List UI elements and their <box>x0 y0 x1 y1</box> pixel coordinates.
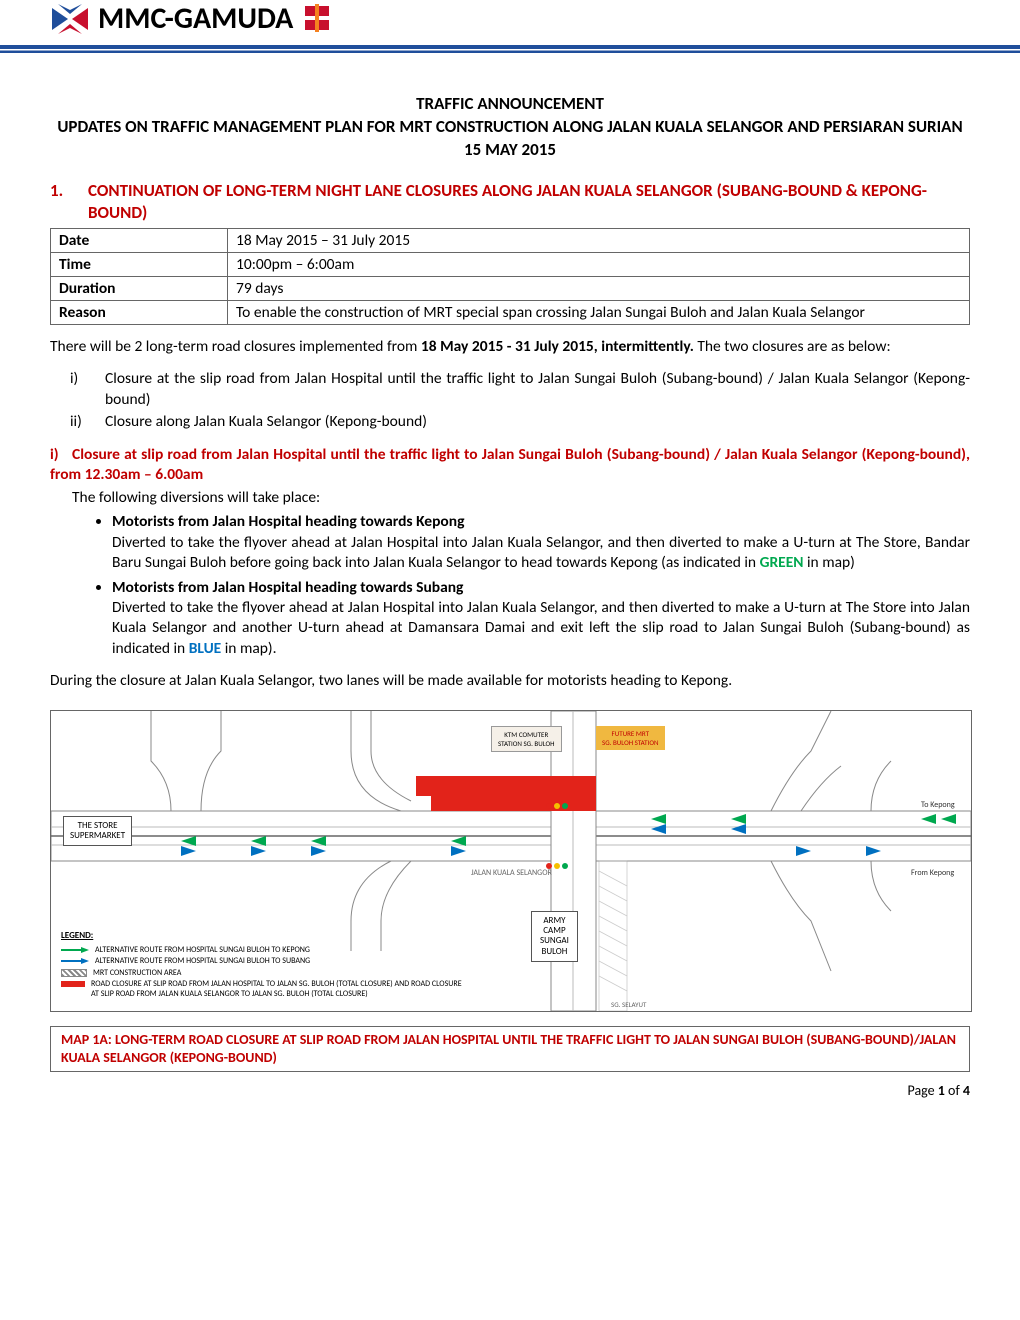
map-caption: MAP 1A: LONG-TERM ROAD CLOSURE AT SLIP R… <box>50 1026 970 1072</box>
reason-label: Reason <box>51 301 228 325</box>
closure-list: i)Closure at the slip road from Jalan Ho… <box>50 369 970 432</box>
company-name: MMC-GAMUDA <box>98 0 293 37</box>
date-value: 18 May 2015 – 31 July 2015 <box>228 229 970 253</box>
svg-text:JALAN KUALA SELANGOR: JALAN KUALA SELANGOR <box>471 868 553 878</box>
ktm-label: KTM COMUTERSTATION SG. BULOH <box>491 726 562 752</box>
subsection-i-heading: i)Closure at slip road from Jalan Hospit… <box>50 445 970 486</box>
diversion-subang: Motorists from Jalan Hospital heading to… <box>112 578 970 660</box>
duration-label: Duration <box>51 277 228 301</box>
store-label: THE STORESUPERMARKET <box>63 816 132 846</box>
diversions-intro: The following diversions will take place… <box>72 488 970 508</box>
legend-blue: ALTERNATIVE ROUTE FROM HOSPITAL SUNGAI B… <box>61 956 471 966</box>
document-title: TRAFFIC ANNOUNCEMENT UPDATES ON TRAFFIC … <box>50 93 970 162</box>
legend-mrt: MRT CONSTRUCTION AREA <box>61 968 471 978</box>
mmc-logo-icon <box>50 2 90 36</box>
reason-value: To enable the construction of MRT specia… <box>228 301 970 325</box>
svg-text:From Kepong: From Kepong <box>911 868 954 878</box>
title-line-2: UPDATES ON TRAFFIC MANAGEMENT PLAN FOR M… <box>50 116 970 139</box>
duration-value: 79 days <box>228 277 970 301</box>
gamuda-logo-icon <box>301 2 335 36</box>
section-number: 1. <box>50 180 88 224</box>
date-label: Date <box>51 229 228 253</box>
map-diagram: JALAN KUALA SELANGOR To Kepong From Kepo… <box>50 710 972 1012</box>
title-line-1: TRAFFIC ANNOUNCEMENT <box>50 93 970 116</box>
closure-item-ii: ii)Closure along Jalan Kuala Selangor (K… <box>105 412 970 432</box>
title-line-3: 15 MAY 2015 <box>50 139 970 162</box>
document-header: MMC-GAMUDA <box>0 0 1020 45</box>
diversions-list: Motorists from Jalan Hospital heading to… <box>50 512 970 659</box>
closing-note: During the closure at Jalan Kuala Selang… <box>50 671 970 691</box>
svg-text:SG. SELAYUT: SG. SELAYUT <box>611 1000 647 1009</box>
diversion-kepong: Motorists from Jalan Hospital heading to… <box>112 512 970 573</box>
map-legend: LEGEND: ALTERNATIVE ROUTE FROM HOSPITAL … <box>61 930 471 1001</box>
body-text: There will be 2 long-term road closures … <box>50 337 970 692</box>
time-value: 10:00pm – 6:00am <box>228 253 970 277</box>
header-divider <box>0 45 1020 53</box>
mrt-label: FUTURE MRTSG. BULOH STATION <box>596 726 665 750</box>
logo-group: MMC-GAMUDA <box>50 0 335 37</box>
legend-green: ALTERNATIVE ROUTE FROM HOSPITAL SUNGAI B… <box>61 945 471 955</box>
army-camp-label: ARMYCAMPSUNGAIBULOH <box>531 911 578 962</box>
section-title: CONTINUATION OF LONG-TERM NIGHT LANE CLO… <box>88 180 970 224</box>
page-number: Page 1 of 4 <box>50 1082 970 1099</box>
intro-paragraph: There will be 2 long-term road closures … <box>50 337 970 357</box>
closure-item-i: i)Closure at the slip road from Jalan Ho… <box>105 369 970 410</box>
page-content: TRAFFIC ANNOUNCEMENT UPDATES ON TRAFFIC … <box>0 53 1020 1119</box>
closure-details-table: Date 18 May 2015 – 31 July 2015 Time 10:… <box>50 228 970 325</box>
section-1-heading: 1. CONTINUATION OF LONG-TERM NIGHT LANE … <box>50 180 970 224</box>
legend-red: ROAD CLOSURE AT SLIP ROAD FROM JALAN HOS… <box>61 979 471 1000</box>
time-label: Time <box>51 253 228 277</box>
svg-text:To Kepong: To Kepong <box>921 800 955 810</box>
legend-title: LEGEND: <box>61 930 471 942</box>
